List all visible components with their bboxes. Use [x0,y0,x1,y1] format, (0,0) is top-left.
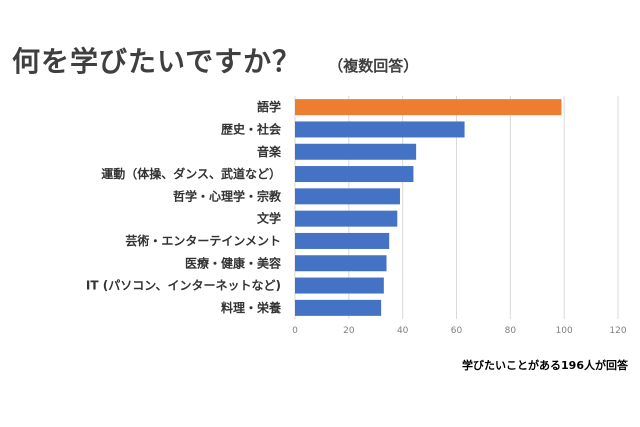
x-tick-label: 20 [343,326,355,336]
category-label: 語学 [257,99,281,114]
x-tick-label: 100 [556,326,573,336]
bar [295,143,417,160]
x-tick-label: 60 [451,326,463,336]
x-tick-label: 0 [292,326,298,336]
bar [295,121,465,138]
category-label: 哲学・心理学・宗教 [173,188,282,203]
bar [295,232,390,249]
category-label: 音楽 [257,144,282,159]
category-label: 芸術・エンターテインメント [125,233,281,248]
chart-subtitle: （複数回答） [328,57,419,75]
bar [295,210,398,227]
bar [295,255,387,272]
x-tick-label: 40 [397,326,409,336]
category-label: IT (パソコン、インターネットなど) [86,279,281,293]
category-label: 歴史・社会 [221,121,282,136]
chart-title: 何を学びたいですか？ [12,45,302,78]
x-tick-label: 120 [609,326,626,336]
respondent-note: 学びたいことがある196人が回答 [462,359,628,372]
category-label: 文学 [257,211,281,226]
bar [295,299,382,316]
x-tick-label: 80 [505,326,517,336]
chart-header: 何を学びたいですか？ （複数回答） [12,40,418,80]
bar [295,188,400,205]
category-label: 料理・栄養 [221,300,281,315]
category-label: 医療・健康・美容 [185,255,281,270]
bar [295,99,562,116]
bar [295,277,384,294]
category-label: 運動（体操、ダンス、武道など） [101,166,281,181]
bar [295,166,414,183]
